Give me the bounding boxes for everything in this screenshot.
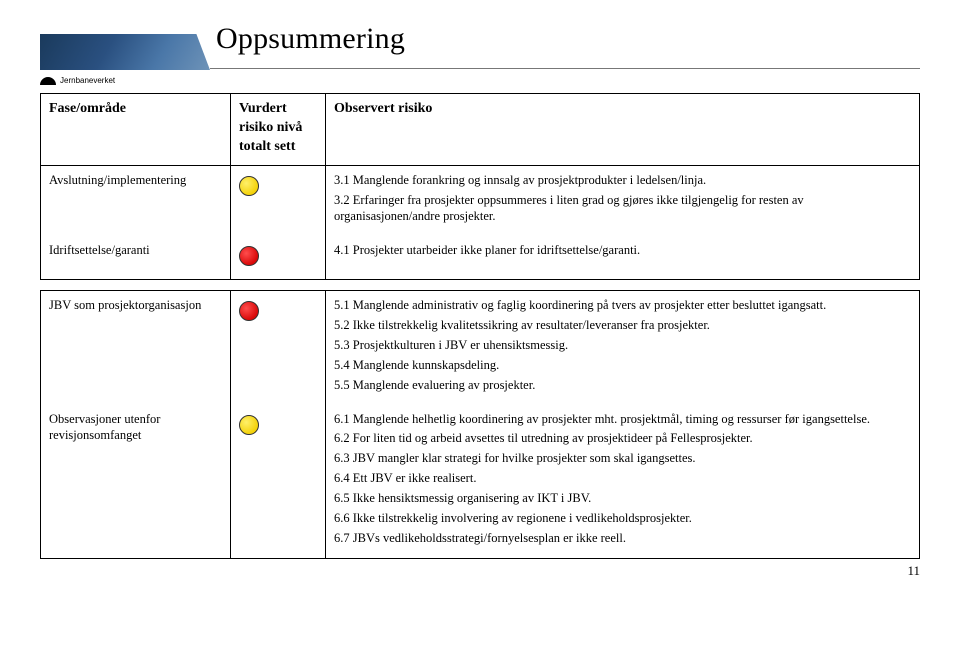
observed-cell: 6.1 Manglende helhetlig koordinering av …	[326, 405, 920, 559]
phase-cell: Avslutning/implementering	[41, 165, 231, 236]
risk-dot-yellow-icon	[239, 176, 259, 196]
observed-cell: 4.1 Prosjekter utarbeider ikke planer fo…	[326, 236, 920, 279]
header-swoosh-graphic	[40, 34, 210, 70]
risk-dot-red-icon	[239, 246, 259, 266]
col-header-observed: Observert risiko	[326, 94, 920, 166]
observation-text: 5.3 Prosjektkulturen i JBV er uhensiktsm…	[334, 337, 911, 354]
observation-text: 5.1 Manglende administrativ og faglig ko…	[334, 297, 911, 314]
logo-half-circle-icon	[40, 77, 56, 85]
observation-text: 3.1 Manglende forankring og innsalg av p…	[334, 172, 911, 189]
phase-cell: JBV som prosjektorganisasjon	[41, 291, 231, 405]
risk-table-segment-2: JBV som prosjektorganisasjon 5.1 Manglen…	[40, 290, 920, 559]
observation-text: 6.2 For liten tid og arbeid avsettes til…	[334, 430, 911, 447]
risk-dot-cell	[231, 405, 326, 559]
observation-text: 6.7 JBVs vedlikeholdsstrategi/fornyelses…	[334, 530, 911, 547]
header-rule	[210, 68, 920, 69]
risk-dot-cell	[231, 165, 326, 236]
page-number: 11	[40, 563, 920, 579]
col-header-level: Vurdert risiko nivå totalt sett	[231, 94, 326, 166]
org-name: Jernbaneverket	[60, 76, 115, 85]
observation-text: 6.3 JBV mangler klar strategi for hvilke…	[334, 450, 911, 467]
observation-text: 4.1 Prosjekter utarbeider ikke planer fo…	[334, 242, 911, 259]
observation-text: 6.1 Manglende helhetlig koordinering av …	[334, 411, 911, 428]
risk-dot-red-icon	[239, 301, 259, 321]
risk-dot-cell	[231, 236, 326, 279]
page-title: Oppsummering	[216, 22, 405, 56]
observation-text: 5.5 Manglende evaluering av prosjekter.	[334, 377, 911, 394]
col-header-phase: Fase/område	[41, 94, 231, 166]
risk-dot-cell	[231, 291, 326, 405]
observation-text: 5.4 Manglende kunnskapsdeling.	[334, 357, 911, 374]
observation-text: 6.4 Ett JBV er ikke realisert.	[334, 470, 911, 487]
observation-text: 6.6 Ikke tilstrekkelig involvering av re…	[334, 510, 911, 527]
org-logo-row: Jernbaneverket	[40, 76, 920, 85]
slide-header: Oppsummering	[40, 20, 920, 70]
observed-cell: 3.1 Manglende forankring og innsalg av p…	[326, 165, 920, 236]
observed-cell: 5.1 Manglende administrativ og faglig ko…	[326, 291, 920, 405]
observation-text: 5.2 Ikke tilstrekkelig kvalitetssikring …	[334, 317, 911, 334]
risk-table-segment-1: Fase/område Vurdert risiko nivå totalt s…	[40, 93, 920, 280]
phase-cell: Idriftsettelse/garanti	[41, 236, 231, 279]
risk-dot-yellow-icon	[239, 415, 259, 435]
observation-text: 6.5 Ikke hensiktsmessig organisering av …	[334, 490, 911, 507]
table-gap	[40, 280, 920, 290]
observation-text: 3.2 Erfaringer fra prosjekter oppsummere…	[334, 192, 911, 226]
phase-cell: Observasjoner utenfor revisjonsomfanget	[41, 405, 231, 559]
